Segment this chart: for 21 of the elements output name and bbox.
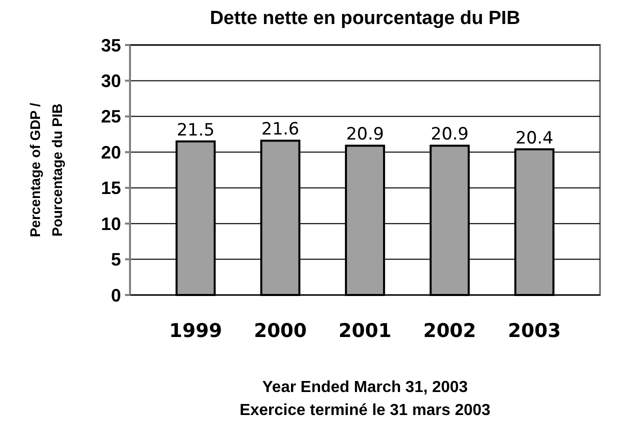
x-tick-label: 1999: [169, 320, 222, 342]
data-label: 20.9: [346, 124, 384, 145]
x-tick-label: 2000: [254, 320, 307, 342]
data-label: 21.6: [261, 120, 300, 140]
data-label: 20.9: [430, 124, 469, 145]
y-tick-label: 30: [100, 71, 121, 92]
y-tick-label: 5: [110, 250, 121, 270]
data-label: 20.4: [515, 128, 554, 148]
x-tick-label: 2002: [423, 320, 476, 342]
x-axis-title: Year Ended March 31, 2003 Exercice terminé le 31 mars 2003: [240, 379, 491, 419]
y-tick-label: 15: [100, 178, 121, 198]
y-tick-label: 0: [110, 285, 121, 306]
y-tick-label: 10: [100, 214, 121, 234]
x-tick-label: 2001: [338, 320, 392, 342]
y-tick-label: 35: [100, 35, 121, 56]
y-tick-label: 20: [100, 142, 121, 162]
y-tick-label: 25: [100, 106, 121, 127]
x-tick-label: 2003: [508, 320, 561, 342]
chart-title: Dette nette en pourcentage du PIB: [210, 8, 520, 29]
data-label: 21.5: [176, 120, 215, 140]
y-axis-title: Percentage of GDP / Pourcentage du PIB: [27, 102, 65, 238]
